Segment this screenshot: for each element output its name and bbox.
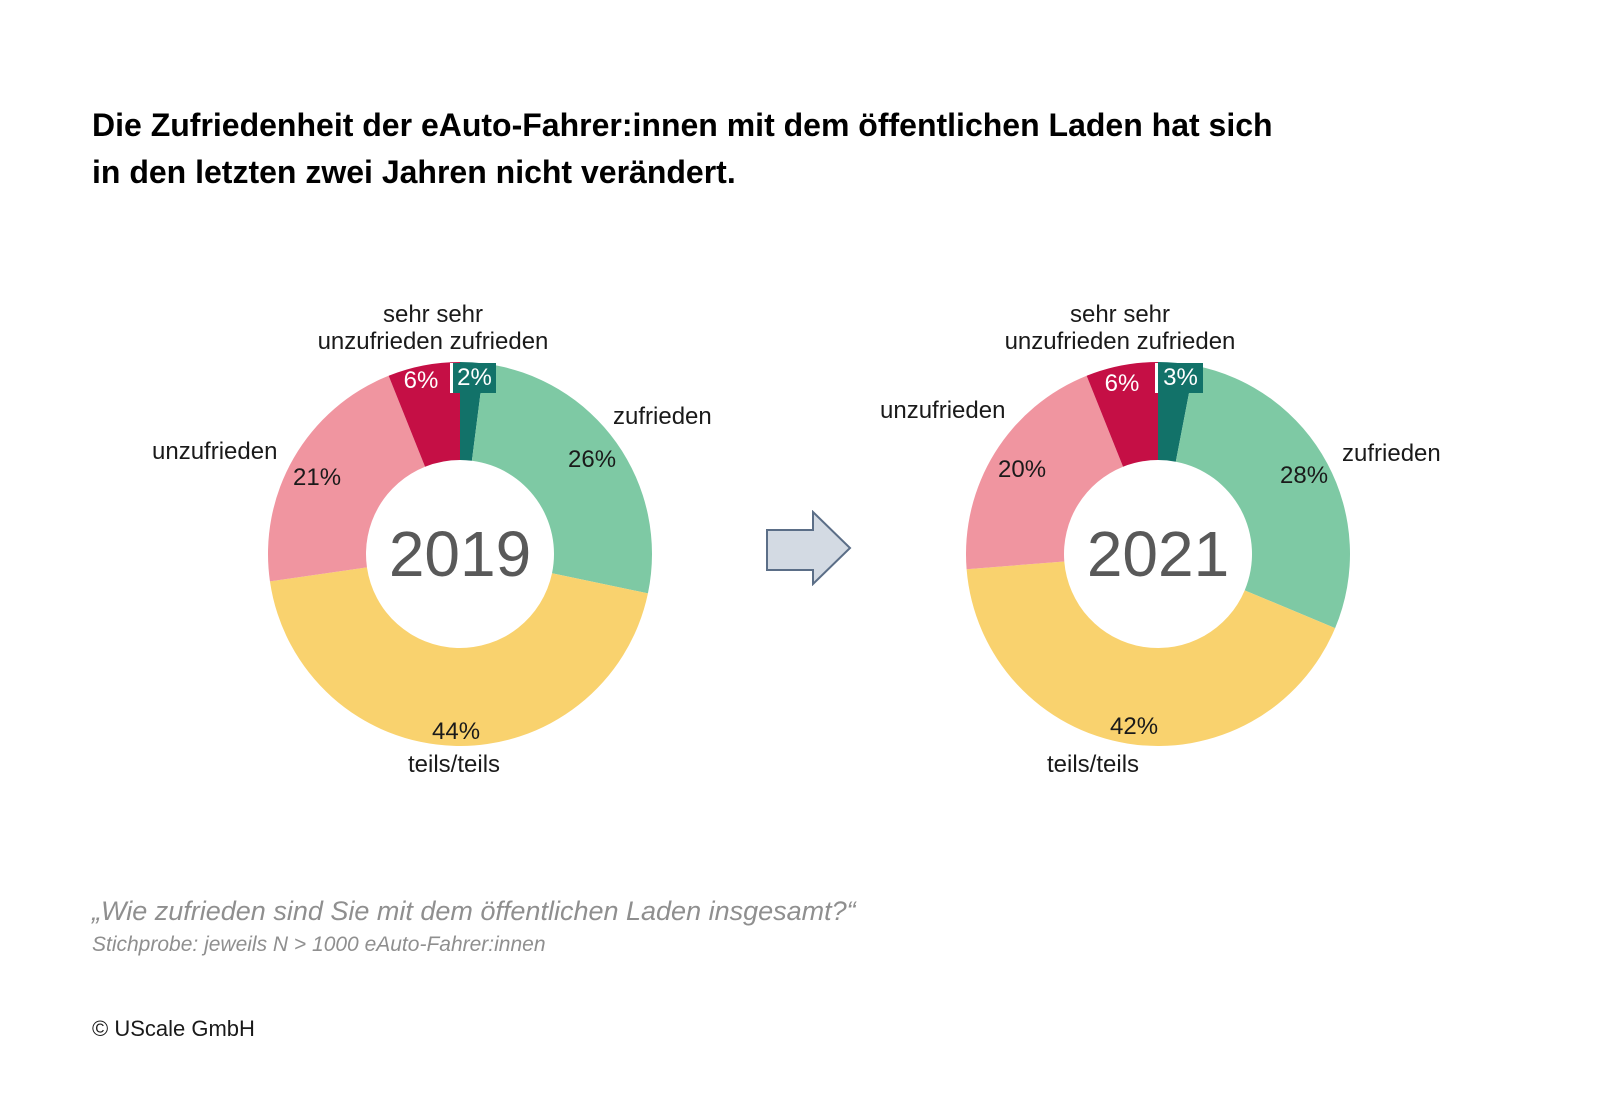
- label-extremes-2021: sehr sehr unzufrieden zufrieden: [970, 301, 1270, 355]
- donut-chart-2021: [966, 362, 1350, 746]
- donut-segment-sehr-unzufrieden-2019: [388, 362, 460, 467]
- label-zufrieden-2021: zufrieden: [1342, 440, 1441, 467]
- donut-segment-sehr-unzufrieden-2021: [1086, 362, 1158, 467]
- transition-arrow-icon: [766, 510, 852, 586]
- donut-segment-unzufrieden-2019: [268, 375, 426, 582]
- donut-segment-zufrieden-2019: [471, 363, 652, 594]
- sample-size-note: Stichprobe: jeweils N > 1000 eAuto-Fahre…: [92, 933, 546, 956]
- label-unzufrieden-2019: unzufrieden: [152, 438, 278, 465]
- label-zufrieden-2019: zufrieden: [613, 403, 712, 430]
- donut-2019-center-label: 2019: [388, 518, 532, 590]
- pct-sehr-unzufrieden-2021: 6%: [1104, 370, 1140, 397]
- pct-zufrieden-2019: 26%: [568, 446, 617, 473]
- label-extremes-2019: sehr sehr unzufrieden zufrieden: [283, 301, 583, 355]
- pct-sehr-zufrieden-2021: 3%: [1155, 363, 1203, 393]
- label-teils-2019: teils/teils: [408, 751, 501, 778]
- pct-sehr-unzufrieden-2019: 6%: [403, 367, 439, 394]
- donut-segment-unzufrieden-2021: [966, 375, 1124, 570]
- pct-unzufrieden-2019: 21%: [293, 464, 342, 491]
- label-teils-2021: teils/teils: [1047, 751, 1140, 778]
- donut-segment-teils-teils-2021: [966, 561, 1336, 746]
- donut-segment-teils-teils-2019: [269, 567, 648, 746]
- label-unzufrieden-2021: unzufrieden: [880, 397, 1006, 424]
- label-extremes-line2-2019: unzufrieden zufrieden: [317, 328, 549, 355]
- label-extremes-line2-2021: unzufrieden zufrieden: [1004, 328, 1236, 355]
- pct-zufrieden-2021: 28%: [1280, 462, 1329, 489]
- survey-question: „Wie zufrieden sind Sie mit dem öffentli…: [92, 896, 856, 926]
- pct-unzufrieden-2021: 20%: [998, 456, 1047, 483]
- label-extremes-line1-2019: sehr sehr: [382, 301, 484, 328]
- donut-chart-2019: [268, 362, 652, 746]
- pct-sehr-zufrieden-2019: 2%: [450, 363, 496, 393]
- donut-segment-zufrieden-2021: [1175, 365, 1350, 629]
- donut-2021-center-label: 2021: [1086, 518, 1230, 590]
- page-title: Die Zufriedenheit der eAuto-Fahrer:innen…: [92, 107, 1273, 190]
- copyright-label: © UScale GmbH: [92, 1016, 255, 1041]
- label-extremes-line1-2021: sehr sehr: [1069, 301, 1171, 328]
- pct-teils-2019: 44%: [432, 718, 481, 745]
- pct-teils-2021: 42%: [1110, 713, 1159, 740]
